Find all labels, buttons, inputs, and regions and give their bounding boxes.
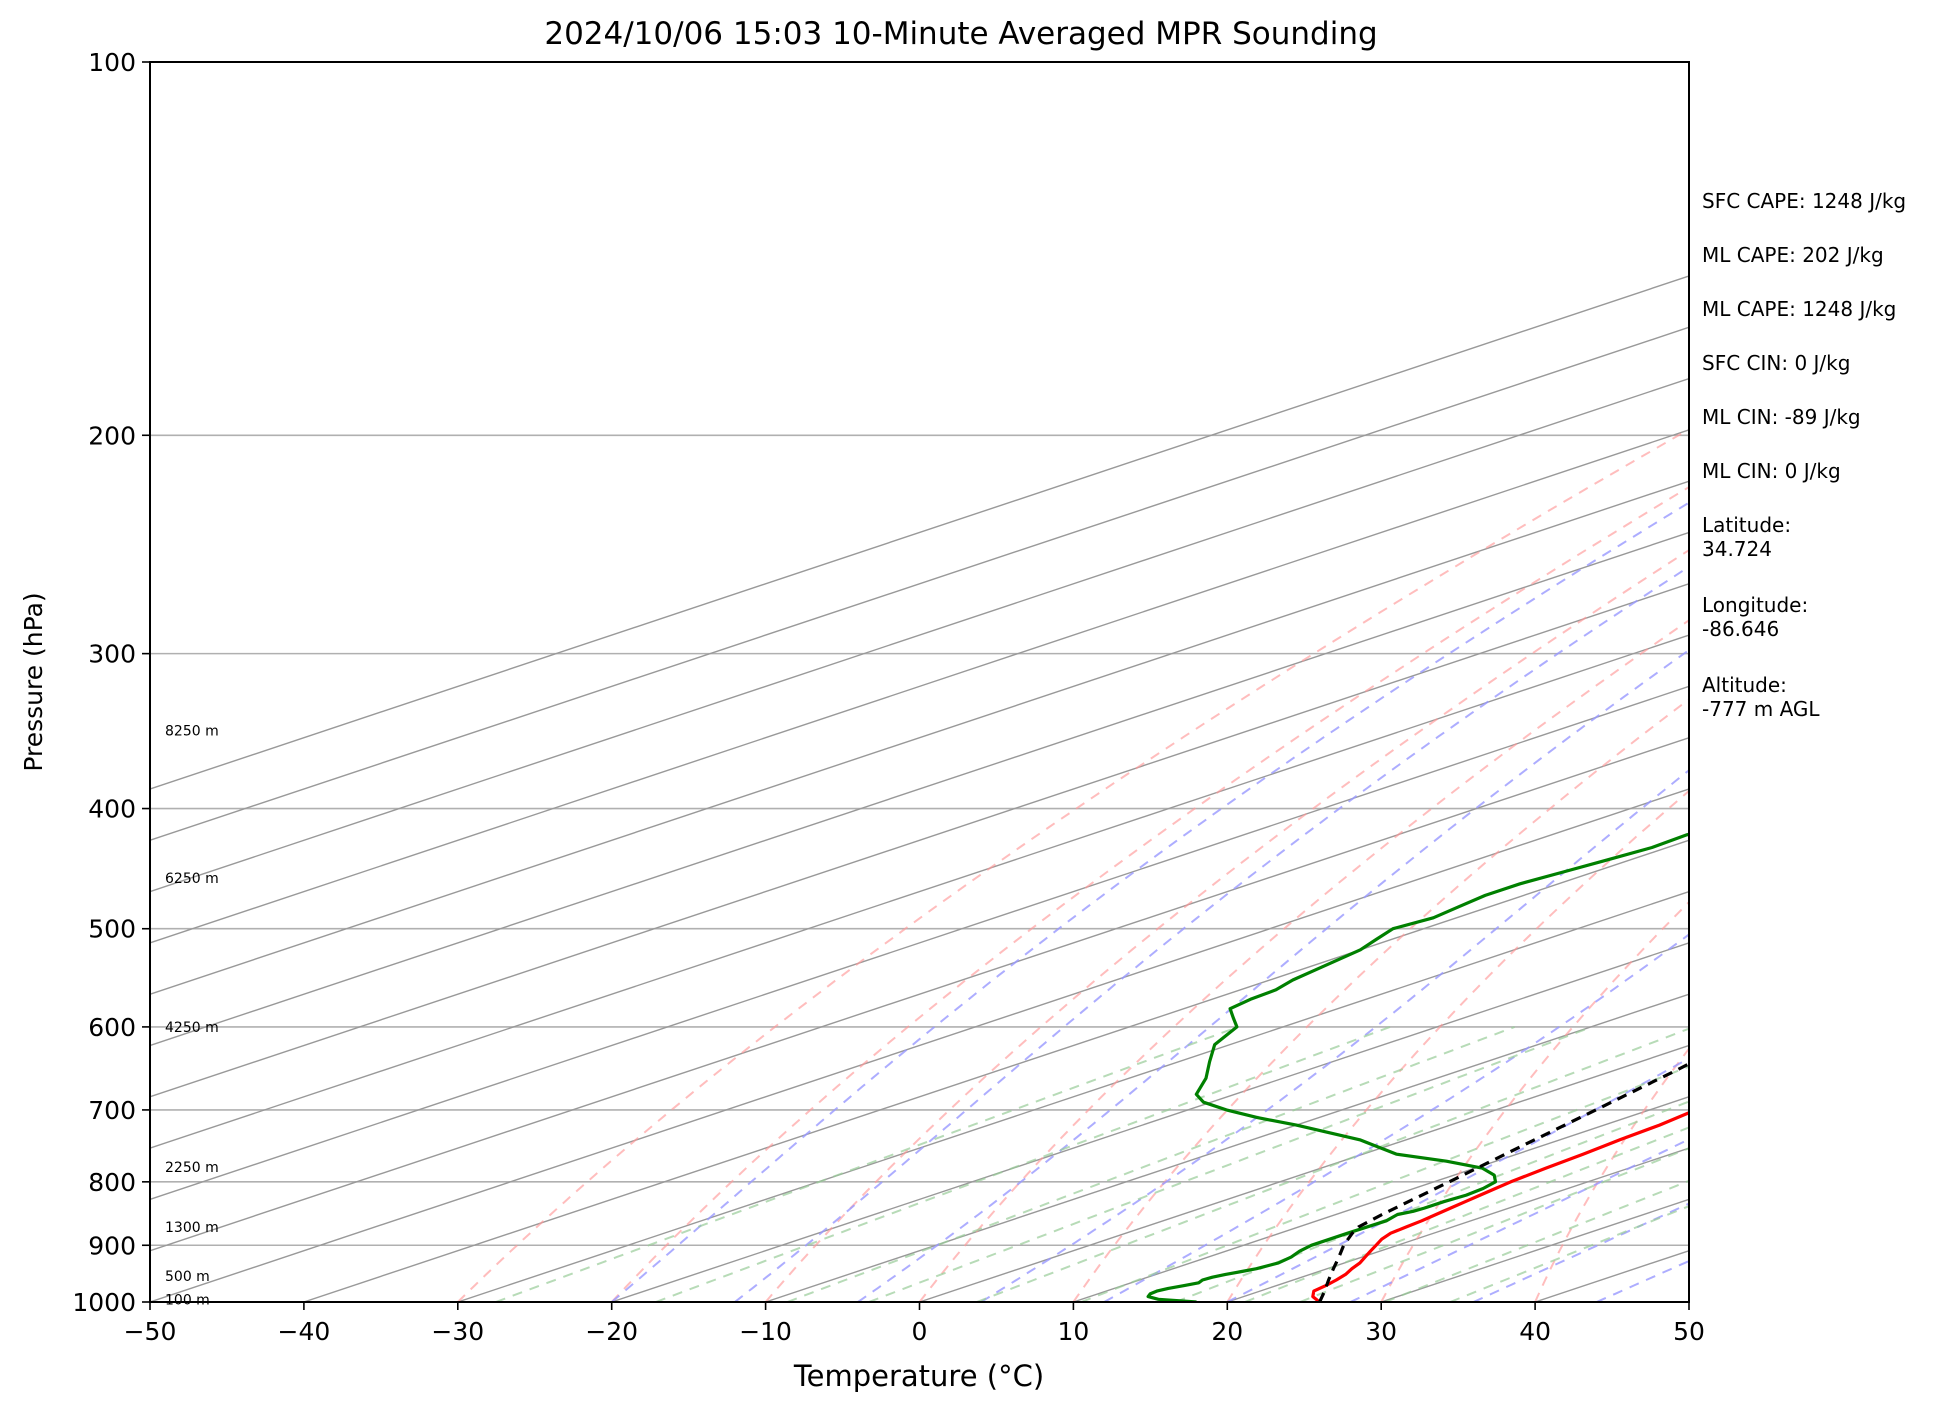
info-panel-item: ML CAPE: 1248 J/kg [1702, 297, 1897, 321]
altitude-label: 500 m [165, 1269, 210, 1285]
x-tick-label: −20 [585, 1317, 638, 1346]
y-tick-label: 300 [88, 640, 136, 669]
info-panel-item: SFC CAPE: 1248 J/kg [1702, 189, 1907, 213]
moist-adiabat-line [1103, 933, 1689, 1302]
y-tick-label: 700 [88, 1096, 136, 1125]
pressure-gridlines [150, 61, 1689, 1303]
dry-adiabat-line [1380, 900, 1689, 1302]
isotherm-line [150, 429, 1689, 944]
x-tick-label: 50 [1673, 1317, 1705, 1346]
mixing-ratio-line [495, 1025, 1239, 1302]
moist-adiabat-line [611, 501, 1689, 1302]
x-tick-label: −40 [278, 1317, 331, 1346]
mixing-ratio-line [1384, 1179, 1689, 1302]
isotherm-line [150, 531, 1689, 1047]
info-panel-item: Altitude: -777 m AGL [1702, 673, 1820, 721]
y-tick-label: 800 [88, 1168, 136, 1197]
altitude-label: 8250 m [165, 723, 219, 739]
y-axis-label: Pressure (hPa) [19, 592, 48, 771]
altitude-labels: 100 m 500 m 1300 m 2250 m 4250 m 6250 m 8250 m [165, 723, 219, 1308]
y-tick-label: 1000 [72, 1288, 136, 1317]
info-panel-item: ML CAPE: 202 J/kg [1702, 243, 1884, 267]
isotherm-line [150, 788, 1689, 1302]
isotherm-line [150, 736, 1689, 1252]
y-tick-label: 600 [88, 1013, 136, 1042]
dry-adiabat-line [918, 619, 1689, 1302]
isotherm-line [919, 1044, 1689, 1302]
isotherm-line [150, 480, 1689, 995]
isotherm-line [150, 275, 1689, 790]
chart-title: 2024/10/06 15:03 10-Minute Averaged MPR … [544, 16, 1377, 52]
dry-adiabat-line [764, 548, 1689, 1302]
mixing-ratio-line [976, 1027, 1689, 1302]
x-tick-label: 10 [1057, 1317, 1089, 1346]
mixing-ratio-line [787, 1025, 1515, 1302]
temperature-profile-line [1311, 1111, 1689, 1302]
plot-frame [149, 61, 1690, 1303]
altitude-label: 2250 m [165, 1160, 219, 1176]
moist-adiabat-line [980, 768, 1689, 1302]
y-tick-label: 500 [88, 915, 136, 944]
y-tick-label: 900 [88, 1231, 136, 1260]
isotherm-line [150, 583, 1689, 1098]
isotherm-line [611, 942, 1689, 1302]
altitude-label: 100 m [165, 1292, 210, 1308]
parcel-profile-line [1318, 1061, 1689, 1302]
x-tick-label: −30 [431, 1317, 484, 1346]
dry-adiabat-line [1534, 1047, 1689, 1302]
x-axis-label: Temperature (°C) [793, 1359, 1044, 1393]
y-tick-label: 400 [88, 795, 136, 824]
isotherm-line [150, 377, 1689, 893]
y-tick-label: 100 [88, 48, 136, 77]
info-panel-item: ML CIN: -89 J/kg [1702, 405, 1861, 429]
isotherm-line [150, 685, 1689, 1201]
moist-adiabat-line [857, 648, 1689, 1302]
moist-adiabat-line [1349, 1138, 1689, 1302]
x-tick-label: 40 [1519, 1317, 1551, 1346]
y-tick-label: 200 [88, 421, 136, 450]
mixing-ratio-line [1449, 1205, 1689, 1302]
x-tick-label: 30 [1365, 1317, 1397, 1346]
x-tick-label: −10 [739, 1317, 792, 1346]
altitude-label: 6250 m [165, 871, 219, 887]
info-panel-item: ML CIN: 0 J/kg [1702, 459, 1841, 483]
isotherm-line [457, 890, 1689, 1302]
info-panel-item: Longitude: -86.646 [1702, 593, 1809, 641]
mixing-ratio-line [1080, 1065, 1689, 1302]
dewpoint-profile-line [1146, 832, 1689, 1302]
mixing-ratio-line [1244, 1126, 1689, 1302]
isotherm-line [150, 634, 1689, 1149]
x-tick-label: 0 [912, 1317, 928, 1346]
dry-adiabat-line [1072, 698, 1689, 1302]
mixing-ratio-line [1299, 1147, 1689, 1302]
altitude-label: 1300 m [165, 1220, 219, 1236]
series-lines [1146, 832, 1689, 1302]
dry-adiabat-line [457, 428, 1689, 1302]
altitude-label: 4250 m [165, 1020, 219, 1036]
axis-ticks: −50 −40 −30 −20 −10 0 10 20 30 40 50 100 200 300 400 50… [72, 48, 1705, 1346]
isotherm-line [765, 993, 1689, 1302]
x-tick-label: −50 [124, 1317, 177, 1346]
info-panel-item: SFC CIN: 0 J/kg [1702, 351, 1851, 375]
isotherm-line [150, 326, 1689, 842]
info-panel-item: Latitude: 34.724 [1702, 513, 1792, 561]
isotherm-line [303, 839, 1689, 1302]
mixing-ratio-line [1175, 1100, 1689, 1302]
background-lines [150, 275, 1689, 1302]
x-tick-label: 20 [1211, 1317, 1243, 1346]
mixing-ratio-line [868, 1025, 1593, 1302]
